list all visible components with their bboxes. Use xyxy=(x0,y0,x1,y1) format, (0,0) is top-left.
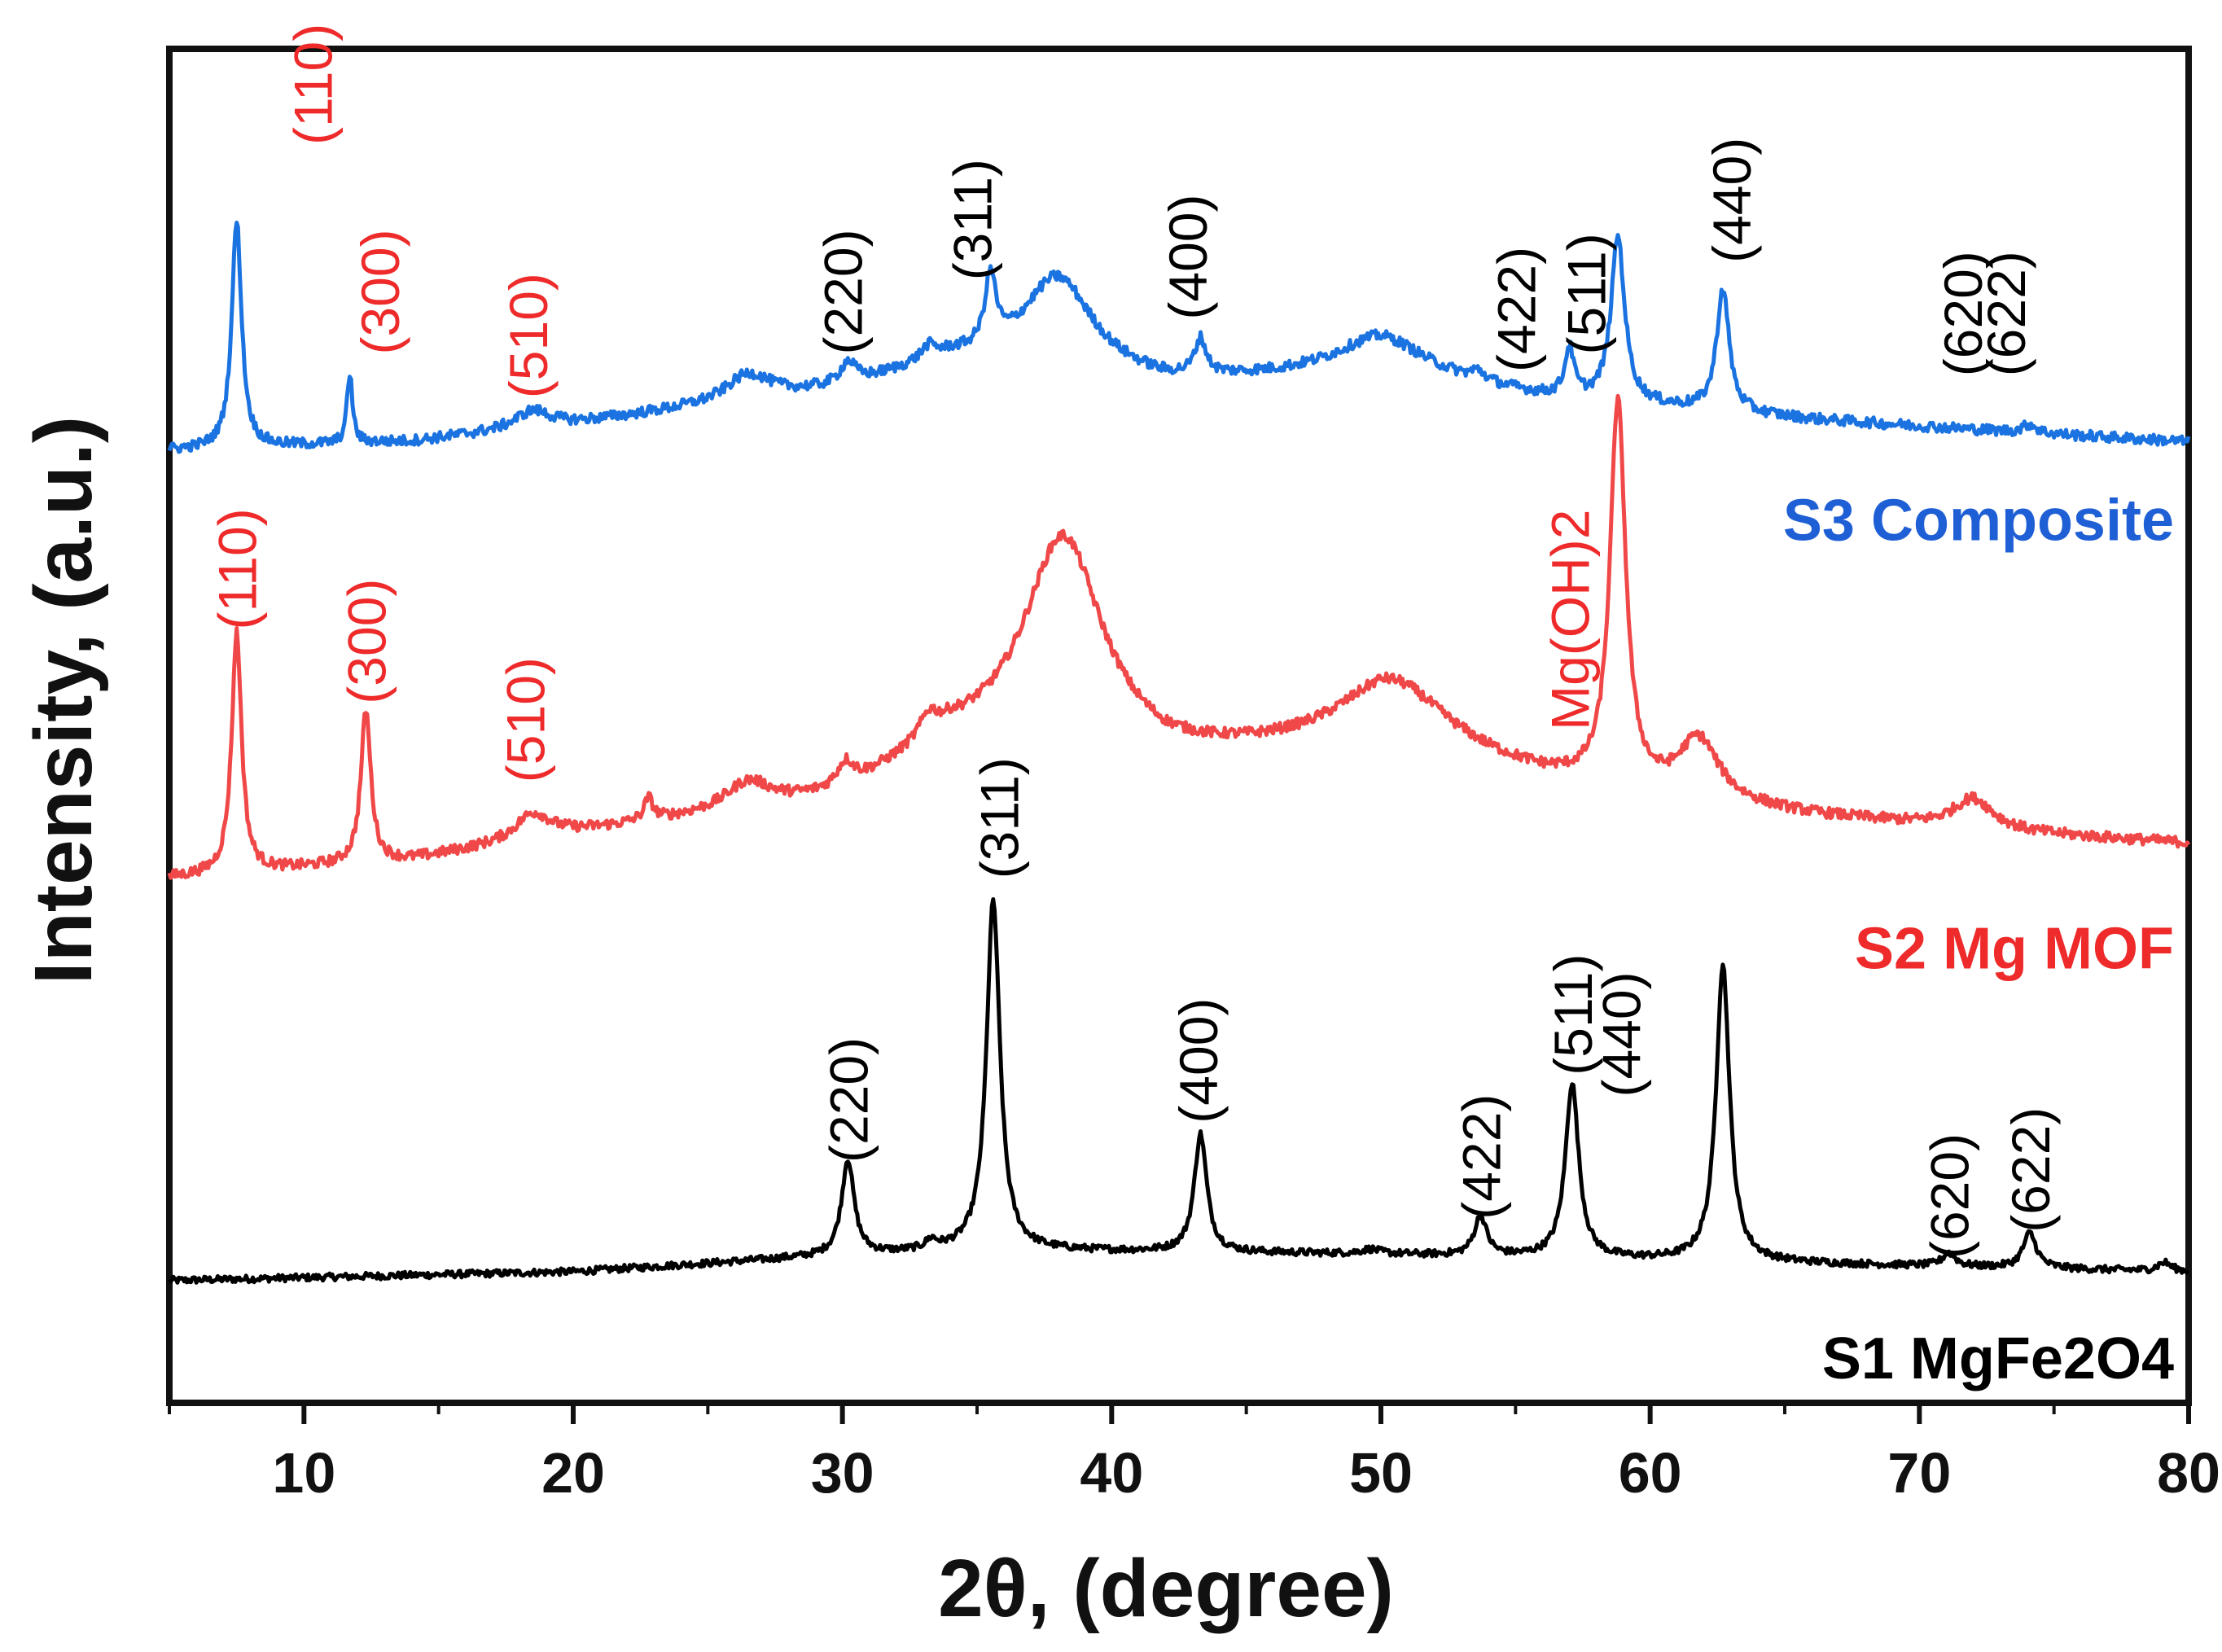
x-axis-title: 2θ, (degree) xyxy=(938,1543,1394,1634)
y-axis-title: Intensity, (a.u.) xyxy=(18,416,109,984)
peak-label: (622) xyxy=(2001,1107,2061,1233)
series-label-3: S3 Composite xyxy=(1783,489,2174,554)
peak-label: (620) xyxy=(1920,1133,1980,1259)
series-label-1: S1 MgFe2O4 xyxy=(1822,1326,2174,1391)
series-line-1 xyxy=(167,897,2189,1285)
peak-label: (300) xyxy=(336,579,397,704)
x-tick-label: 30 xyxy=(811,1441,874,1505)
x-tick-label: 20 xyxy=(541,1441,605,1505)
x-tick-label: 60 xyxy=(1619,1441,1682,1505)
peak-label: (220) xyxy=(818,1037,879,1163)
peak-label: (511) xyxy=(1556,233,1616,354)
peak-label: (220) xyxy=(813,229,874,354)
peak-label: (620) xyxy=(1933,251,1993,376)
series-line-2 xyxy=(167,393,2191,880)
peak-label: (440) xyxy=(1591,971,1651,1097)
peak-label: (400) xyxy=(1158,195,1218,320)
x-tick-label: 40 xyxy=(1080,1441,1143,1505)
x-axis-ticks: 10 20 30 40 50 60 70 80 xyxy=(168,1403,2220,1505)
peak-label: (510) xyxy=(496,657,556,782)
x-tick-label: 80 xyxy=(2157,1441,2220,1505)
peak-label: (511) xyxy=(1543,954,1603,1076)
series-label-2: S2 Mg MOF xyxy=(1855,916,2174,981)
plot-frame xyxy=(166,46,2192,1406)
x-tick-label: 70 xyxy=(1887,1441,1951,1505)
peak-label: (311) xyxy=(942,159,1002,280)
peak-label: (622) xyxy=(1976,251,2036,376)
peak-label: (510) xyxy=(498,273,559,398)
series-line-3 xyxy=(167,221,2191,454)
x-tick-label: 10 xyxy=(272,1441,335,1505)
peak-label: (422) xyxy=(1451,1094,1511,1220)
peak-annotations: (220)(311)(400)(422)(511)(440)(620) (622)… xyxy=(208,24,2061,1259)
peak-label: (440) xyxy=(1702,138,1762,263)
peak-label: (311) xyxy=(970,757,1030,879)
series-labels: S1 MgFe2O4 S2 Mg MOF S3 Composite xyxy=(1783,489,2174,1391)
peak-label: (110) xyxy=(283,24,343,145)
peak-label: (400) xyxy=(1168,998,1229,1124)
x-tick-label: 50 xyxy=(1349,1441,1413,1505)
peak-label: (300) xyxy=(350,229,410,354)
series-traces xyxy=(167,221,2191,1285)
peak-label: (422) xyxy=(1486,247,1546,372)
peak-label: (110) xyxy=(208,508,268,629)
peak-label: Mg(OH)2 xyxy=(1540,510,1601,730)
